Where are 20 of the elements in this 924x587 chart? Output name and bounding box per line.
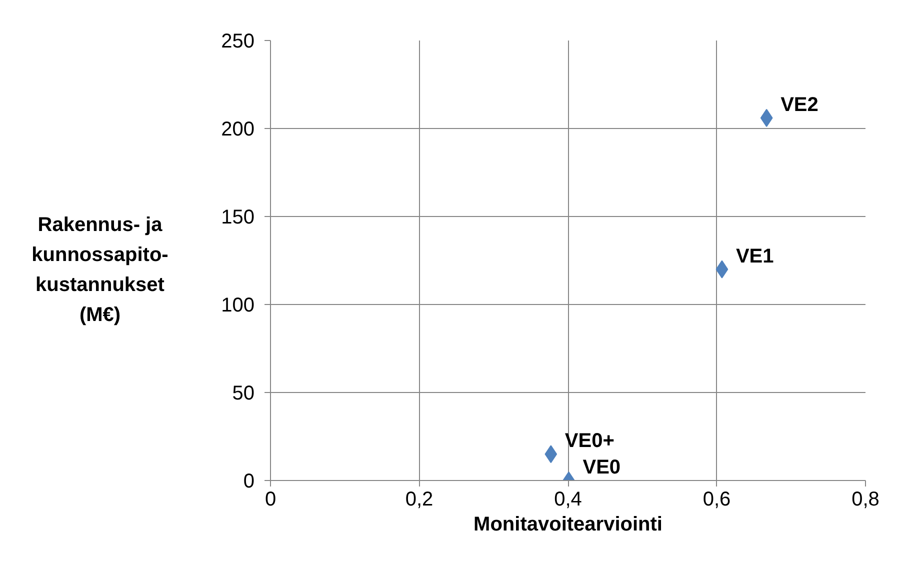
y-tick-label: 100 [221, 294, 255, 316]
point [544, 445, 558, 464]
annotation: VE1 [736, 245, 774, 268]
y-tick-label: 50 [232, 382, 255, 404]
y-axis-title: Rakennus- ja kunnossapito-kustannukset (M€) [30, 213, 170, 328]
annotation: VE0+ [564, 430, 614, 452]
y-tick-label: 0 [243, 470, 254, 492]
annotation: VE2 [780, 94, 818, 116]
point [716, 260, 728, 278]
x-tick-label: 0 [264, 488, 276, 510]
point [760, 108, 773, 127]
x-tick-label: 0,6 [702, 488, 731, 510]
y-tick-label: 250 [221, 30, 255, 52]
x-tick-label: 0,8 [852, 488, 880, 510]
x-tick-label: 0,2 [405, 488, 434, 510]
x-tick-label: 0,4 [554, 488, 582, 510]
annotation: VE0 [582, 456, 621, 478]
y-tick-label: 150 [221, 206, 255, 228]
y-tick-label: 200 [221, 118, 255, 140]
x-axis-title: Monitavoitearviointi [474, 514, 662, 536]
